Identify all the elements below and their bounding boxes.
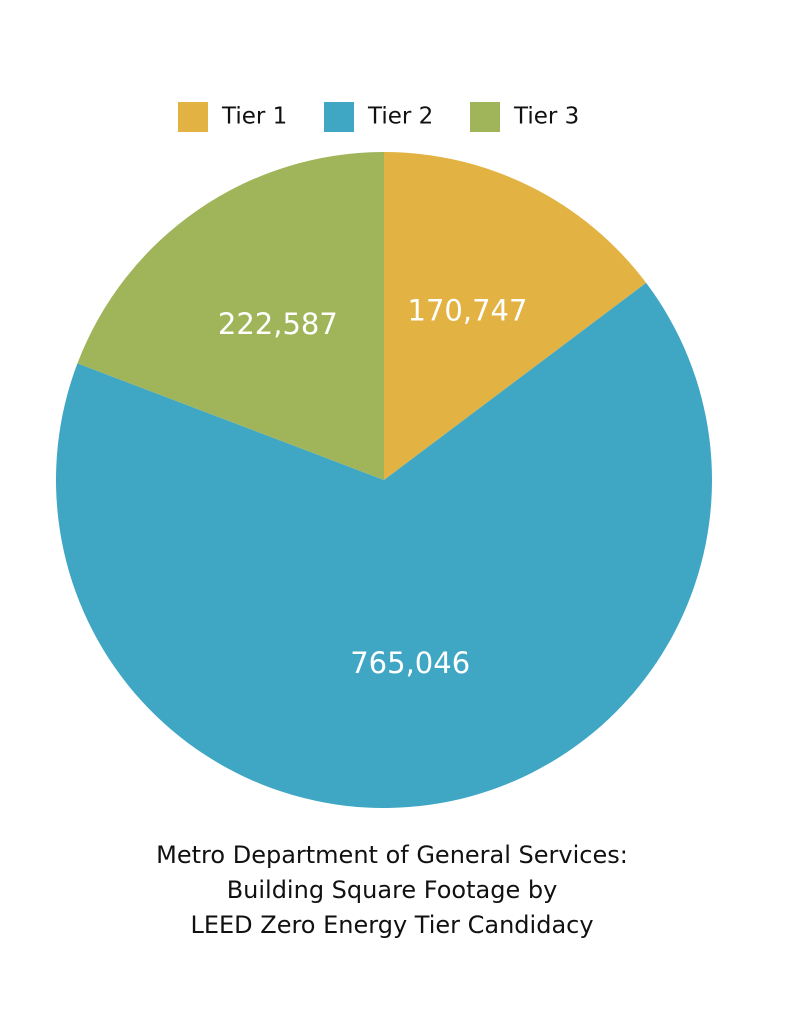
legend-label: Tier 2 bbox=[367, 104, 433, 130]
legend-swatch bbox=[470, 102, 500, 132]
legend-swatch bbox=[178, 102, 208, 132]
chart-title: LEED Zero Energy Tier Candidacy bbox=[190, 911, 593, 939]
legend-swatch bbox=[324, 102, 354, 132]
value-label: 222,587 bbox=[218, 307, 338, 341]
pie-slice bbox=[56, 282, 713, 808]
pie-slice bbox=[77, 152, 384, 480]
chart-title: Metro Department of General Services: bbox=[156, 841, 628, 869]
chart-title: Building Square Footage by bbox=[227, 876, 558, 904]
value-label: 170,747 bbox=[408, 294, 528, 328]
legend-label: Tier 3 bbox=[513, 104, 579, 130]
legend-label: Tier 1 bbox=[221, 104, 287, 130]
value-label: 765,046 bbox=[350, 646, 470, 680]
pie-slice bbox=[384, 152, 647, 480]
